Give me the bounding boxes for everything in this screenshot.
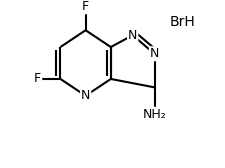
Text: NH₂: NH₂ [143,108,166,121]
Text: N: N [128,29,137,42]
Text: BrH: BrH [169,15,195,29]
Text: N: N [81,89,90,102]
Text: F: F [82,0,89,13]
Text: N: N [150,47,159,60]
Text: F: F [34,72,41,86]
